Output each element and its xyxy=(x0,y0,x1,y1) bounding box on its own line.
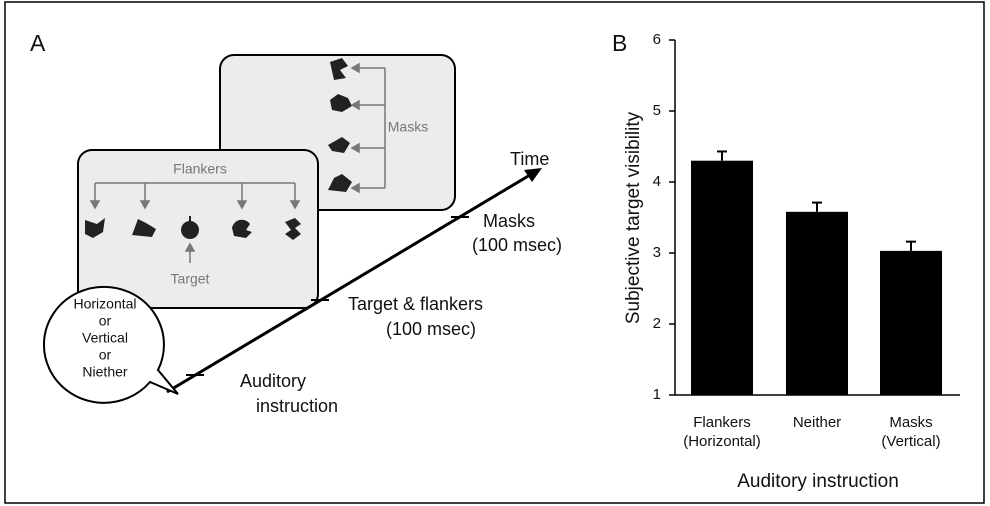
event-label: Masks xyxy=(483,211,535,231)
bar xyxy=(786,212,848,395)
bubble-text: Vertical xyxy=(82,330,128,346)
bar xyxy=(691,161,753,395)
panel-label: A xyxy=(30,30,46,56)
event-label: instruction xyxy=(256,396,338,416)
time-label: Time xyxy=(510,149,549,169)
bubble-text: Niether xyxy=(82,364,127,380)
bubble-text: or xyxy=(99,313,112,329)
y-tick-label: 6 xyxy=(653,31,661,48)
event-label: (100 msec) xyxy=(472,235,562,255)
flankers-label: Flankers xyxy=(173,161,227,177)
y-tick-label: 4 xyxy=(653,173,661,190)
event-label: Auditory xyxy=(240,371,306,391)
y-tick-label: 1 xyxy=(653,386,661,403)
bar xyxy=(880,251,942,395)
event-label: (100 msec) xyxy=(386,319,476,339)
x-axis-title: Auditory instruction xyxy=(737,471,899,492)
y-tick-label: 3 xyxy=(653,244,661,261)
y-tick-label: 2 xyxy=(653,315,661,332)
bubble-text: or xyxy=(99,347,112,363)
panel-label: B xyxy=(612,30,627,56)
figure: A B Masks Flankers Target xyxy=(0,0,990,506)
masks-label: Masks xyxy=(388,119,428,135)
target-label: Target xyxy=(171,271,210,287)
x-tick-label: Masks (Vertical) xyxy=(851,413,971,451)
event-label: Target & flankers xyxy=(348,294,483,314)
y-tick-label: 5 xyxy=(653,102,661,119)
y-axis-title: Subjective target visibility xyxy=(623,111,644,324)
time-arrowhead xyxy=(524,168,542,182)
bubble-text: Horizontal xyxy=(73,296,136,312)
